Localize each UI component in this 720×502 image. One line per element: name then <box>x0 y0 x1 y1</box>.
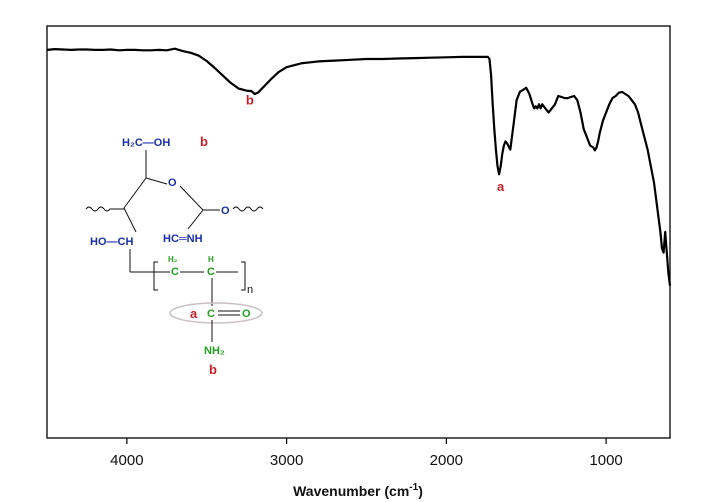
x-axis-ticks: 4000 3000 2000 1000 <box>110 438 623 469</box>
link-oxygen: O <box>221 205 230 217</box>
carbonyl-peak-label: a <box>190 306 198 321</box>
ch2oh-peak-label: b <box>200 134 208 149</box>
spectrum-line <box>46 47 672 286</box>
x-axis-title: Wavenumber (cm-1) <box>293 482 423 499</box>
peak-label-a: a <box>497 179 505 194</box>
ch2-carbon: C <box>171 266 179 278</box>
plot-frame <box>46 25 671 439</box>
ch2oh-group: H₂C—OH <box>122 137 170 149</box>
ring-bonds <box>123 177 147 233</box>
amine-peak-label: b <box>209 362 217 377</box>
carbonyl-oxygen: O <box>242 308 251 320</box>
peak-annotations: ba <box>246 92 505 194</box>
amine-group: NH₂ <box>204 345 225 357</box>
ch-superscript: H <box>208 255 214 264</box>
ring-bonds <box>179 185 204 230</box>
ho-ch-group: HO—CH <box>90 236 133 248</box>
repeat-n: n <box>247 284 253 296</box>
bracket-right <box>241 261 246 291</box>
wavy-bond-left <box>85 206 124 212</box>
ch2-superscript: H₂ <box>168 255 178 264</box>
bracket-left <box>153 261 158 291</box>
x-tick-label: 3000 <box>270 452 303 469</box>
ch-carbon: C <box>207 266 215 278</box>
carbonyl-highlight <box>169 302 263 324</box>
x-tick-label: 2000 <box>430 452 463 469</box>
ring-oxygen: O <box>168 177 177 189</box>
x-tick-label: 1000 <box>589 452 622 469</box>
x-tick-label: 4000 <box>110 452 143 469</box>
ring-bonds <box>145 177 168 185</box>
peak-label-b: b <box>246 92 254 107</box>
hc-nh-group: HC═NH <box>163 233 203 245</box>
chemical-structure: H₂C—OH b O O HO—CH HC═NH n H₂ C H C a C <box>85 134 264 377</box>
carbonyl-carbon: C <box>207 308 215 320</box>
wavy-bond-right <box>232 206 264 212</box>
